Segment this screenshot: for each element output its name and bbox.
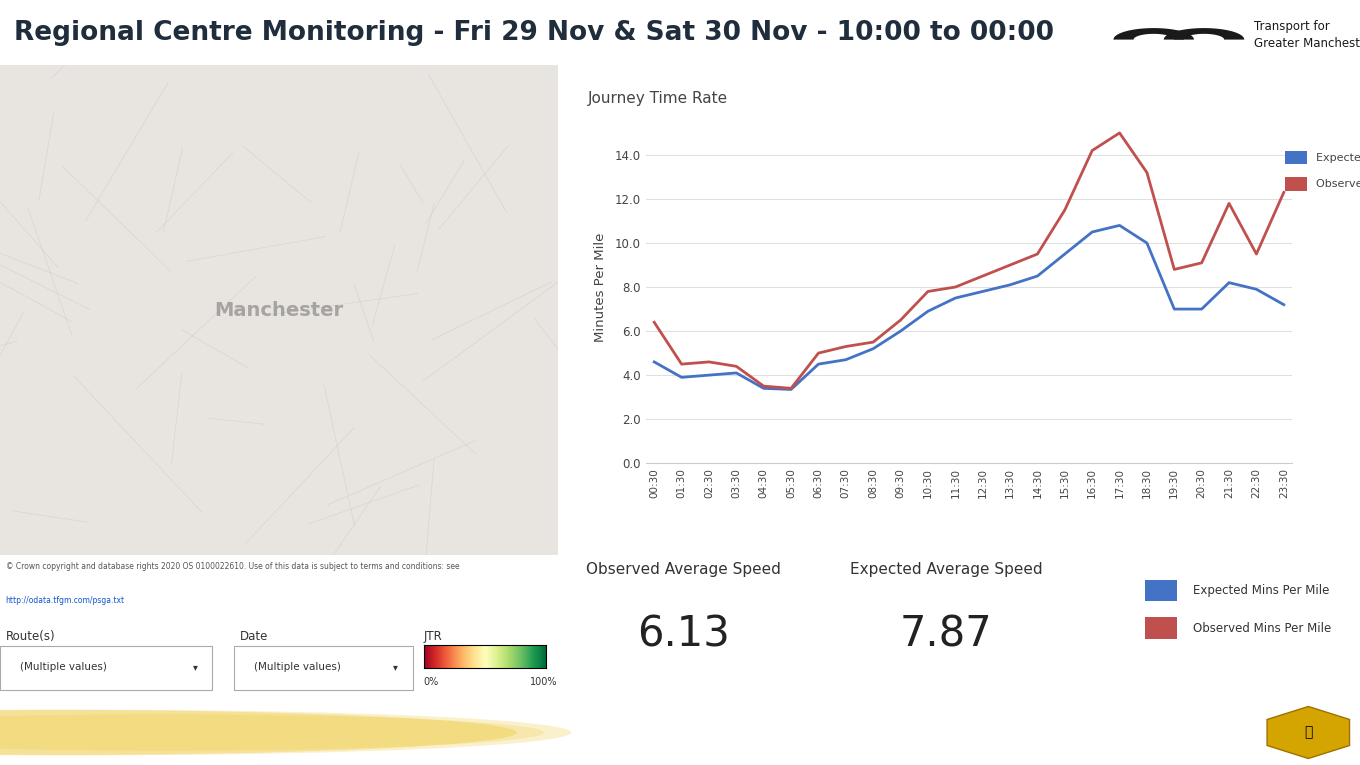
Text: ▾: ▾	[193, 662, 197, 672]
Text: Transport for
Greater Manchester: Transport for Greater Manchester	[1254, 20, 1360, 50]
Text: JTR: JTR	[424, 630, 442, 643]
FancyBboxPatch shape	[1285, 177, 1307, 191]
Text: 6.13: 6.13	[638, 614, 730, 656]
Text: (Multiple values): (Multiple values)	[254, 662, 340, 672]
Text: Manchester: Manchester	[215, 301, 343, 320]
Text: 🐝: 🐝	[1304, 725, 1312, 740]
Circle shape	[0, 710, 517, 755]
Text: ▾: ▾	[393, 662, 398, 672]
Text: Expected Mins Per Mile: Expected Mins Per Mile	[1315, 152, 1360, 163]
Text: http://odata.tfgm.com/psga.txt: http://odata.tfgm.com/psga.txt	[5, 596, 125, 604]
FancyBboxPatch shape	[1145, 617, 1176, 639]
FancyBboxPatch shape	[234, 646, 412, 690]
Text: Expected Average Speed: Expected Average Speed	[850, 562, 1043, 578]
Text: Expected Mins Per Mile: Expected Mins Per Mile	[1193, 584, 1329, 597]
Text: Observed Average Speed: Observed Average Speed	[586, 562, 781, 578]
Polygon shape	[1114, 28, 1194, 40]
Text: Journey Time Rate: Journey Time Rate	[588, 90, 728, 106]
Text: 100%: 100%	[530, 678, 558, 688]
Text: (Multiple values): (Multiple values)	[19, 662, 106, 672]
FancyBboxPatch shape	[0, 646, 212, 690]
Y-axis label: Minutes Per Mile: Minutes Per Mile	[594, 233, 607, 342]
Text: Observed Mins Per Mile: Observed Mins Per Mile	[1315, 179, 1360, 190]
Text: 0%: 0%	[424, 678, 439, 688]
Polygon shape	[1164, 28, 1244, 40]
Text: Observed Mins Per Mile: Observed Mins Per Mile	[1193, 622, 1331, 635]
Text: Date: Date	[239, 630, 268, 643]
Polygon shape	[1268, 707, 1349, 759]
Circle shape	[0, 715, 544, 750]
Text: © Crown copyright and database rights 2020 OS 0100022610. Use of this data is su: © Crown copyright and database rights 20…	[5, 562, 460, 571]
Text: 7.87: 7.87	[900, 614, 993, 656]
Text: Route(s): Route(s)	[5, 630, 56, 643]
FancyBboxPatch shape	[1145, 580, 1176, 601]
Text: Regional Centre Monitoring - Fri 29 Nov & Sat 30 Nov - 10:00 to 00:00: Regional Centre Monitoring - Fri 29 Nov …	[14, 19, 1054, 45]
FancyBboxPatch shape	[1285, 151, 1307, 164]
Circle shape	[0, 710, 571, 755]
